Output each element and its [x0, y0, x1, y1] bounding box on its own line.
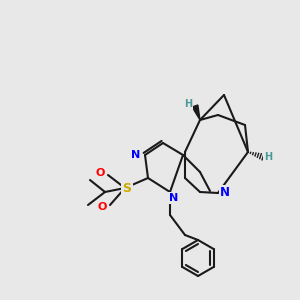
Text: N: N — [131, 150, 141, 160]
Polygon shape — [192, 105, 200, 120]
Text: N: N — [220, 187, 230, 200]
Text: S: S — [122, 182, 131, 194]
Text: O: O — [95, 168, 105, 178]
Text: O: O — [97, 202, 107, 212]
Text: N: N — [169, 193, 178, 203]
Text: H: H — [264, 152, 272, 162]
Text: H: H — [184, 99, 192, 109]
